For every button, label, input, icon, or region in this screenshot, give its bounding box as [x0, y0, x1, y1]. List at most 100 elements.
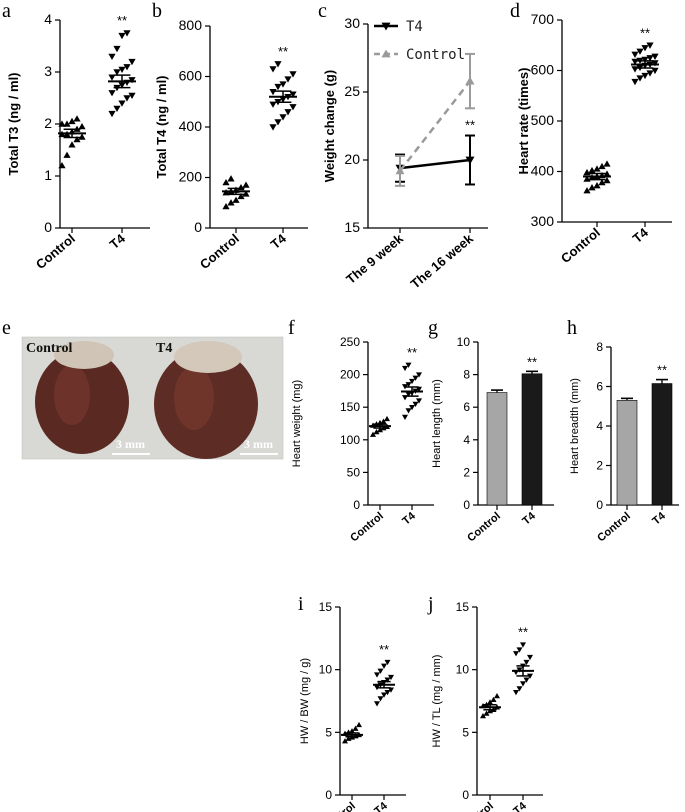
- data-point-t4: [416, 386, 422, 392]
- x-tick-label: T4: [520, 510, 538, 528]
- x-tick-label: T4: [650, 510, 668, 528]
- data-point-control: [603, 170, 611, 177]
- t4-heart-vessels: [174, 341, 242, 373]
- data-point-t4: [384, 689, 391, 696]
- y-axis-title: HW / BW (mg / g): [299, 658, 311, 744]
- y-tick-label: 6: [463, 400, 470, 414]
- data-point-control: [377, 427, 383, 433]
- photo-label-t4: T4: [156, 341, 172, 356]
- y-tick-label: 0: [194, 219, 202, 235]
- data-point-t4: [284, 109, 292, 116]
- data-point-control: [583, 187, 591, 194]
- chart-f: 0 50 100 150 200 250 Control T4 Heart weight (mg…: [291, 335, 434, 544]
- y-tick-label: 15: [344, 219, 360, 235]
- data-point-t4: [279, 81, 287, 88]
- x-tick-label: The 16 week: [408, 230, 477, 291]
- y-tick-label: 2: [596, 459, 603, 473]
- data-point-control: [483, 710, 490, 716]
- data-point-t4: [651, 60, 659, 67]
- t4-heart-shine: [174, 366, 214, 430]
- y-tick-label: 4: [463, 433, 470, 447]
- data-point-t4: [409, 378, 415, 385]
- data-point-t4: [108, 74, 116, 81]
- data-point-control: [494, 692, 500, 699]
- data-point-control: [63, 120, 71, 127]
- series-marker: [395, 166, 405, 175]
- data-point-t4: [405, 362, 412, 368]
- y-tick-label: 300: [531, 213, 555, 229]
- data-point-control: [58, 162, 66, 169]
- data-point-control: [487, 699, 493, 705]
- chart-i: 051015ControlT4HW / BW (mg / g)**: [299, 600, 406, 812]
- data-point-control: [73, 136, 81, 143]
- data-point-t4: [374, 672, 380, 678]
- control-heart-shine: [54, 365, 90, 425]
- panel-letter-e: e: [2, 317, 11, 339]
- y-tick-label: 1: [44, 167, 52, 183]
- control-heart-vessels: [54, 341, 114, 369]
- y-tick-label: 10: [319, 663, 333, 677]
- data-point-control: [598, 162, 606, 170]
- legend-label: T4: [406, 19, 423, 35]
- data-point-t4: [123, 64, 131, 71]
- significance-label: **: [465, 118, 475, 133]
- x-tick-label: The 9 week: [343, 230, 406, 287]
- data-point-t4: [513, 689, 519, 696]
- significance-label: **: [117, 13, 127, 28]
- data-point-control: [63, 151, 71, 158]
- data-point-control: [68, 141, 76, 148]
- data-point-t4: [523, 677, 530, 683]
- y-tick-label: 200: [179, 169, 203, 185]
- y-tick-label: 10: [457, 335, 471, 349]
- legend-marker: [381, 49, 391, 58]
- y-tick-label: 5: [325, 725, 332, 739]
- data-point-t4: [108, 110, 116, 118]
- y-tick-label: 0: [353, 498, 360, 512]
- y-axis-title: Total T4 (ng / ml): [154, 75, 169, 178]
- data-point-t4: [384, 659, 391, 666]
- chart-d: 300 400 500 600 700 Control T4 Heart rate (time…: [516, 11, 672, 266]
- y-tick-label: 0: [596, 498, 603, 512]
- data-point-t4: [113, 69, 121, 76]
- y-tick-label: 400: [179, 118, 203, 134]
- data-point-t4: [412, 375, 419, 381]
- x-tick-label: T4: [400, 510, 418, 528]
- data-point-t4: [128, 77, 136, 84]
- x-tick-label: Control: [197, 231, 242, 272]
- panel-letter-i: i: [298, 593, 304, 615]
- data-point-t4: [409, 404, 415, 411]
- y-tick-label: 8: [463, 368, 470, 382]
- significance-label: **: [527, 354, 537, 369]
- data-point-control: [242, 181, 250, 188]
- data-point-control: [227, 175, 235, 182]
- data-point-t4: [123, 95, 131, 102]
- y-tick-label: 20: [344, 151, 360, 167]
- data-point-t4: [405, 408, 412, 414]
- y-tick-label: 800: [179, 17, 203, 33]
- scale-bar-label-right: 3 mm: [244, 437, 273, 451]
- data-point-control: [349, 728, 355, 734]
- data-point-t4: [520, 681, 526, 687]
- chart-c: 15 20 25 30 The 9 week The 16 week Weight chan…: [322, 15, 488, 292]
- y-tick-label: 5: [462, 725, 469, 739]
- bar-t4: [521, 373, 543, 506]
- data-point-control: [73, 115, 81, 122]
- data-point-control: [490, 696, 497, 702]
- data-point-t4: [416, 398, 422, 404]
- data-point-control: [593, 182, 601, 189]
- y-tick-label: 30: [344, 15, 360, 31]
- y-tick-label: 700: [531, 11, 555, 27]
- y-tick-label: 200: [340, 368, 360, 382]
- data-point-t4: [279, 114, 287, 121]
- data-point-t4: [118, 32, 126, 40]
- chart-h: 0 2 4 6 8 Control T4 Heart breadth (mm) **: [569, 340, 679, 544]
- data-point-t4: [284, 76, 292, 83]
- data-point-t4: [402, 384, 408, 390]
- data-point-control: [237, 192, 245, 200]
- y-tick-label: 400: [531, 163, 555, 179]
- data-point-control: [222, 178, 230, 186]
- data-point-t4: [269, 124, 277, 131]
- data-point-control: [370, 431, 376, 437]
- data-point-t4: [274, 119, 282, 126]
